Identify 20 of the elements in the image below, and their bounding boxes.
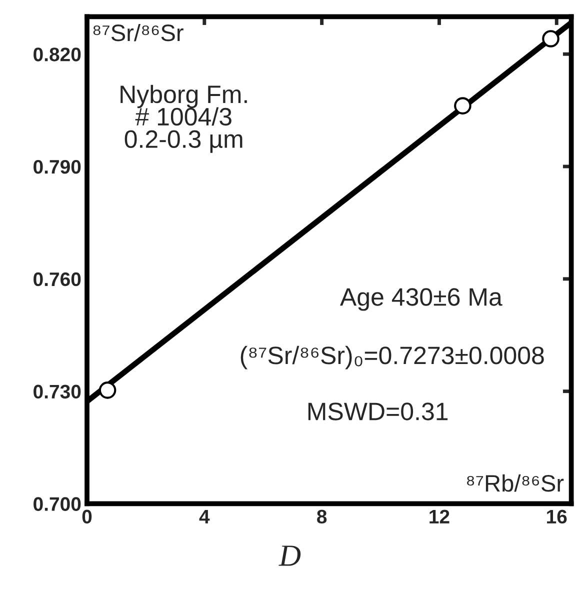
x-tick-label: 12 [430,510,450,524]
x-tick-label: 16 [547,510,567,524]
annotation: Nyborg Fm. # 1004/3 0.2-0.3 µm [120,84,247,153]
y-axis-title: ⁸⁷Sr/⁸⁶Sr [93,24,184,42]
y-tick-label: 0.790 [34,160,81,174]
y-tick-label: 0.700 [34,497,81,511]
point [454,97,472,114]
annotation: (⁸⁷Sr/⁸⁶Sr)₀=0.7273±0.0008 [240,346,544,370]
text: D [278,546,301,566]
annotation: Age 430±6 Ma [340,288,502,311]
x-tick-label: 4 [199,510,210,524]
x-axis-title: ⁸⁷Rb/⁸⁶Sr [467,474,564,492]
x-tick-label: 0 [82,510,92,524]
x-tick-label: 8 [317,510,327,524]
y-tick-label: 0.730 [34,384,81,399]
point [98,382,116,399]
point [542,30,560,48]
y-tick-label: 0.820 [34,48,81,62]
y-tick-label: 0.760 [34,272,81,286]
annotation: MSWD=0.31 [308,402,448,420]
